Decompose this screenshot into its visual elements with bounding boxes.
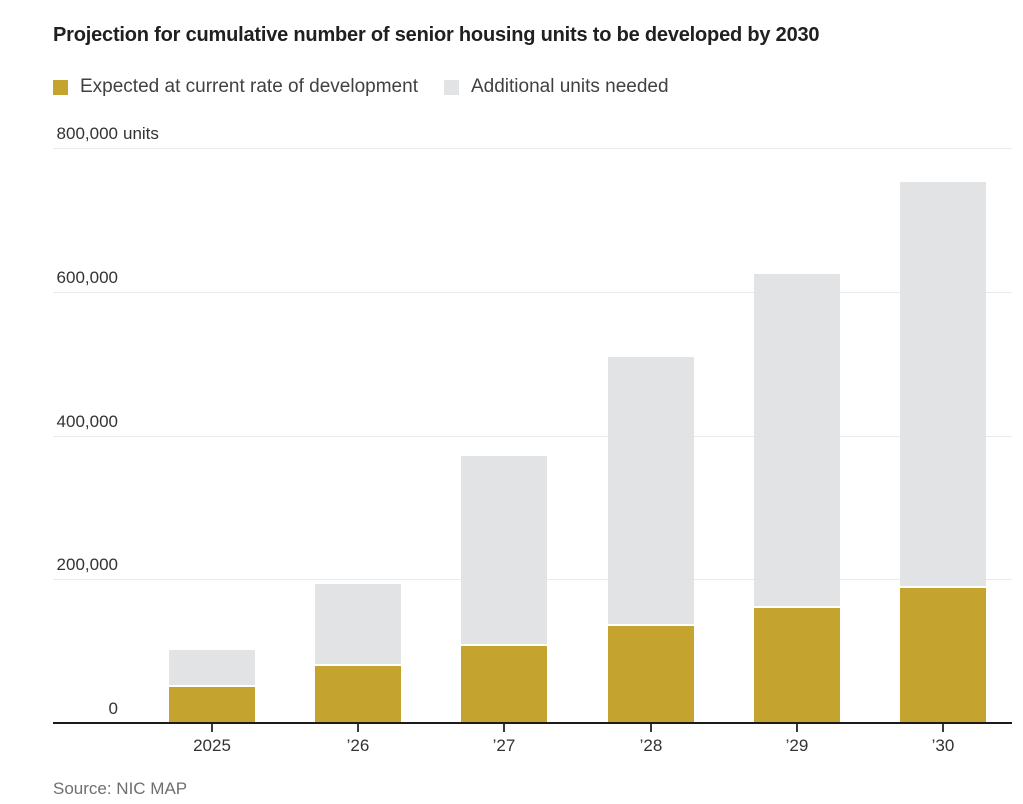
gridline-600000 <box>53 292 1012 293</box>
y-axis-label: 0 <box>53 699 353 719</box>
x-axis-label: ’28 <box>639 736 663 755</box>
x-axis-tick <box>942 724 944 732</box>
x-axis-label: ’26 <box>346 736 370 755</box>
bar-segment-additional-30 <box>900 182 986 588</box>
y-axis-unit-suffix: units <box>123 124 159 143</box>
bar-segment-expected-30 <box>900 588 986 723</box>
y-axis-label: 600,000 <box>53 268 353 288</box>
y-axis-tick-value: 400,000 <box>56 412 118 431</box>
y-axis-label: 800,000 units <box>53 124 353 144</box>
x-axis-tick <box>796 724 798 732</box>
bar-segment-expected-29 <box>754 608 840 723</box>
bar-segment-expected-2025 <box>169 687 255 723</box>
x-axis-line <box>53 722 1012 724</box>
bar-segment-expected-27 <box>461 646 547 723</box>
y-axis-label: 400,000 <box>53 412 353 432</box>
x-axis-tick <box>650 724 652 732</box>
y-axis-label: 200,000 <box>53 555 353 575</box>
legend-label-additional: Additional units needed <box>470 76 669 97</box>
bar-segment-additional-2025 <box>169 650 255 687</box>
bar-segment-additional-29 <box>754 274 840 608</box>
y-axis-tick-value: 600,000 <box>56 268 118 287</box>
x-axis-tick <box>503 724 505 732</box>
x-axis-tick <box>357 724 359 732</box>
legend-swatch-additional <box>443 79 459 95</box>
y-axis-tick-value: 800,000 <box>56 124 118 143</box>
gridline-800000 <box>53 148 1012 149</box>
x-axis-label: ’30 <box>931 736 955 755</box>
legend: Expected at current rate of development … <box>53 76 669 98</box>
x-axis-label: ’29 <box>785 736 809 755</box>
bar-segment-additional-26 <box>315 584 401 666</box>
bar-segment-additional-27 <box>461 456 547 646</box>
y-axis-tick-value: 0 <box>108 699 118 718</box>
source-note: Source: NIC MAP <box>53 779 188 798</box>
chart-title: Projection for cumulative number of seni… <box>53 24 820 46</box>
y-axis-tick-value: 200,000 <box>56 555 118 574</box>
legend-item-expected: Expected at current rate of development <box>53 76 418 98</box>
bar-segment-additional-28 <box>608 357 694 626</box>
legend-item-additional: Additional units needed <box>443 76 669 98</box>
bar-segment-expected-28 <box>608 626 694 723</box>
gridline-400000 <box>53 436 1012 437</box>
bar-segment-expected-26 <box>315 666 401 723</box>
x-axis-label: ’27 <box>492 736 516 755</box>
x-axis-tick <box>211 724 213 732</box>
x-axis-label: 2025 <box>193 736 231 755</box>
legend-label-expected: Expected at current rate of development <box>80 76 418 97</box>
legend-swatch-expected <box>53 79 68 95</box>
